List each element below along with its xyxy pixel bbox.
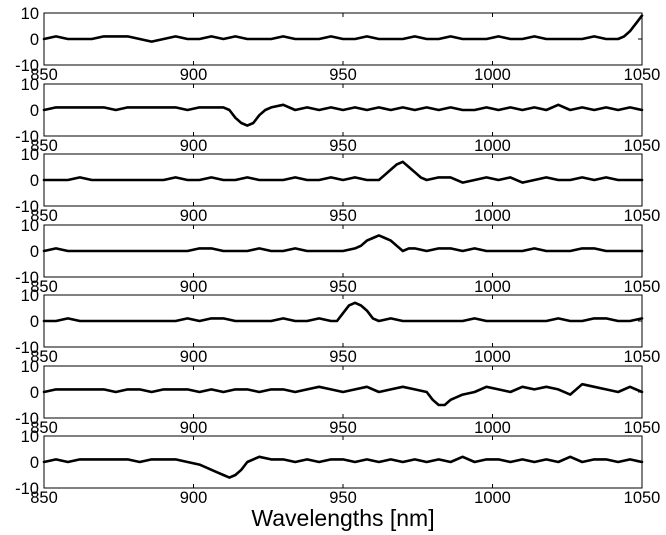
subplot-3: 850 900 950 1000 1050 -10 0 10 xyxy=(15,146,660,225)
x-tick-label: 1000 xyxy=(474,489,511,507)
subplot-4: 850 900 950 1000 1050 -10 0 10 xyxy=(15,217,660,296)
x-tick-label: 950 xyxy=(329,419,357,437)
x-tick-label: 950 xyxy=(329,137,357,155)
y-tick-label: -10 xyxy=(15,269,39,287)
y-tick-label: -10 xyxy=(15,410,39,428)
x-tick-label: 850 xyxy=(30,66,58,84)
x-tick-label: 950 xyxy=(329,66,357,84)
y-tick-label: 10 xyxy=(21,428,39,446)
x-tick-label: 900 xyxy=(180,489,208,507)
y-tick-label: 10 xyxy=(21,76,39,94)
y-tick-label: -10 xyxy=(15,198,39,216)
x-tick-label: 1050 xyxy=(624,348,661,366)
y-tick-label: 0 xyxy=(30,454,39,472)
x-tick-label: 900 xyxy=(180,419,208,437)
y-tick-label: 10 xyxy=(21,287,39,305)
y-tick-label: 10 xyxy=(21,358,39,376)
x-tick-label: 950 xyxy=(329,348,357,366)
x-tick-label: 1050 xyxy=(624,137,661,155)
x-tick-label: 1000 xyxy=(474,348,511,366)
spectrum-line-4 xyxy=(42,234,644,253)
x-tick-label: 950 xyxy=(329,207,357,225)
y-tick-label: -10 xyxy=(15,339,39,357)
x-tick-label: 850 xyxy=(30,278,58,296)
spectrum-line-3 xyxy=(42,160,644,184)
x-tick-label: 950 xyxy=(329,278,357,296)
y-tick-label: -10 xyxy=(15,480,39,498)
y-tick-label: 0 xyxy=(30,102,39,120)
x-tick-label: 950 xyxy=(329,489,357,507)
spectrum-line-1 xyxy=(42,14,644,43)
x-tick-label: 900 xyxy=(180,207,208,225)
x-tick-label: 900 xyxy=(180,348,208,366)
x-tick-label: 1000 xyxy=(474,207,511,225)
x-tick-label: 1050 xyxy=(624,489,661,507)
x-tick-label: 1000 xyxy=(474,137,511,155)
x-axis-title: Wavelengths [nm] xyxy=(251,505,434,531)
subplot-6: 850 900 950 1000 1050 -10 0 10 xyxy=(15,358,660,437)
spectrum-line-7 xyxy=(42,455,644,479)
spectrum-line-5 xyxy=(42,301,644,323)
x-tick-label: 850 xyxy=(30,348,58,366)
x-tick-label: 1000 xyxy=(474,278,511,296)
y-tick-label: 0 xyxy=(30,313,39,331)
y-tick-label: -10 xyxy=(15,128,39,146)
y-tick-label: 10 xyxy=(21,5,39,23)
x-tick-label: 1050 xyxy=(624,278,661,296)
x-tick-label: 850 xyxy=(30,137,58,155)
y-tick-label: 0 xyxy=(30,384,39,402)
x-tick-label: 850 xyxy=(30,489,58,507)
x-tick-label: 900 xyxy=(180,137,208,155)
subplot-1: 850 900 950 1000 1050 -10 0 10 xyxy=(15,5,660,84)
x-tick-label: 1000 xyxy=(474,419,511,437)
y-tick-label: -10 xyxy=(15,57,39,75)
y-tick-label: 0 xyxy=(30,243,39,261)
x-tick-label: 1000 xyxy=(474,66,511,84)
x-tick-label: 850 xyxy=(30,419,58,437)
x-tick-label: 900 xyxy=(180,278,208,296)
x-tick-label: 1050 xyxy=(624,66,661,84)
y-tick-label: 10 xyxy=(21,217,39,235)
y-tick-label: 0 xyxy=(30,172,39,190)
x-tick-label: 1050 xyxy=(624,419,661,437)
spectrum-line-6 xyxy=(42,382,644,407)
subplot-7: 850 900 950 1000 1050 -10 0 10 xyxy=(15,428,660,507)
subplot-5: 850 900 950 1000 1050 -10 0 10 xyxy=(15,287,660,366)
subplot-2: 850 900 950 1000 1050 -10 0 10 xyxy=(15,76,660,155)
x-tick-label: 900 xyxy=(180,66,208,84)
x-tick-label: 1050 xyxy=(624,207,661,225)
y-tick-label: 10 xyxy=(21,146,39,164)
x-tick-label: 850 xyxy=(30,207,58,225)
spectrum-line-2 xyxy=(42,103,644,127)
y-tick-label: 0 xyxy=(30,31,39,49)
